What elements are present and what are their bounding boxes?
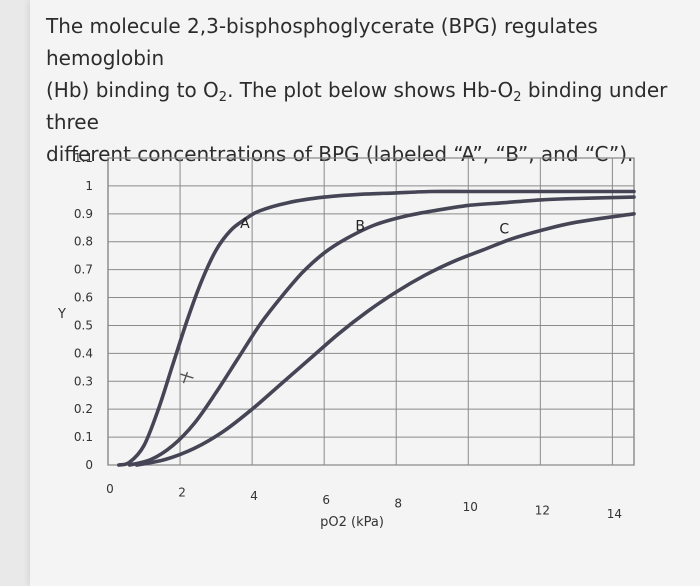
question-line-2b: . The plot below shows Hb-O [227, 78, 514, 102]
y-tick-label: 0.5 [74, 318, 93, 332]
curve-layer [117, 189, 636, 467]
x-tick-label: 0 [106, 482, 114, 496]
curve-label-b: B [355, 219, 365, 235]
question-card [30, 0, 700, 586]
tick-layer: 0 0.1 0.2 0.3 0.4 0.5 0.6 0.7 0.8 0.9 1 1.1 0 2 4 6 8 10 1… [74, 151, 622, 521]
x-tick-label: 2 [178, 486, 186, 500]
curve-a [117, 189, 636, 467]
y-tick-label: 0.6 [74, 291, 93, 305]
subscript-2b: 2 [513, 90, 522, 105]
x-axis-label: pO2 (kPa) [320, 515, 384, 530]
subscript-2: 2 [218, 90, 228, 105]
y-axis-label: Y [57, 307, 66, 322]
y-tick-label: 0.2 [74, 402, 93, 416]
question-line-1: The molecule 2,3-bisphosphoglycerate (BP… [46, 14, 598, 70]
y-tick-label: 0.4 [74, 346, 93, 360]
label-layer: A B C [180, 216, 509, 384]
x-tick-label: 8 [394, 496, 402, 510]
question-line-2c: binding under three [46, 78, 668, 134]
y-tick-label: 0.9 [74, 207, 93, 221]
curve-b [127, 195, 636, 467]
question-line-3: different concentrations of BPG (labeled… [46, 142, 634, 166]
y-tick-label: 1 [85, 179, 93, 193]
x-tick-label: 4 [250, 489, 258, 503]
x-tick-label: 12 [535, 504, 550, 518]
curve-c [135, 212, 636, 467]
curve-label-c: C [499, 221, 509, 237]
grid-layer [107, 157, 635, 466]
cursor-icon [180, 371, 194, 384]
x-tick-label: 10 [463, 500, 478, 514]
curve-label-a: A [240, 216, 250, 232]
y-tick-label: 0.1 [74, 430, 93, 444]
y-tick-label: 0 [85, 458, 93, 472]
y-tick-label: 0.7 [74, 263, 93, 277]
question-line-2a: (Hb) binding to O [46, 78, 219, 102]
question-text: The molecule 2,3-bisphosphoglycerate (BP… [46, 10, 686, 170]
y-tick-label: 1.1 [74, 151, 93, 165]
y-tick-label: 0.3 [74, 374, 93, 388]
y-tick-label: 0.8 [74, 235, 93, 249]
x-tick-label: 14 [607, 507, 622, 521]
plot-frame [107, 157, 635, 466]
x-tick-label: 6 [322, 493, 330, 507]
